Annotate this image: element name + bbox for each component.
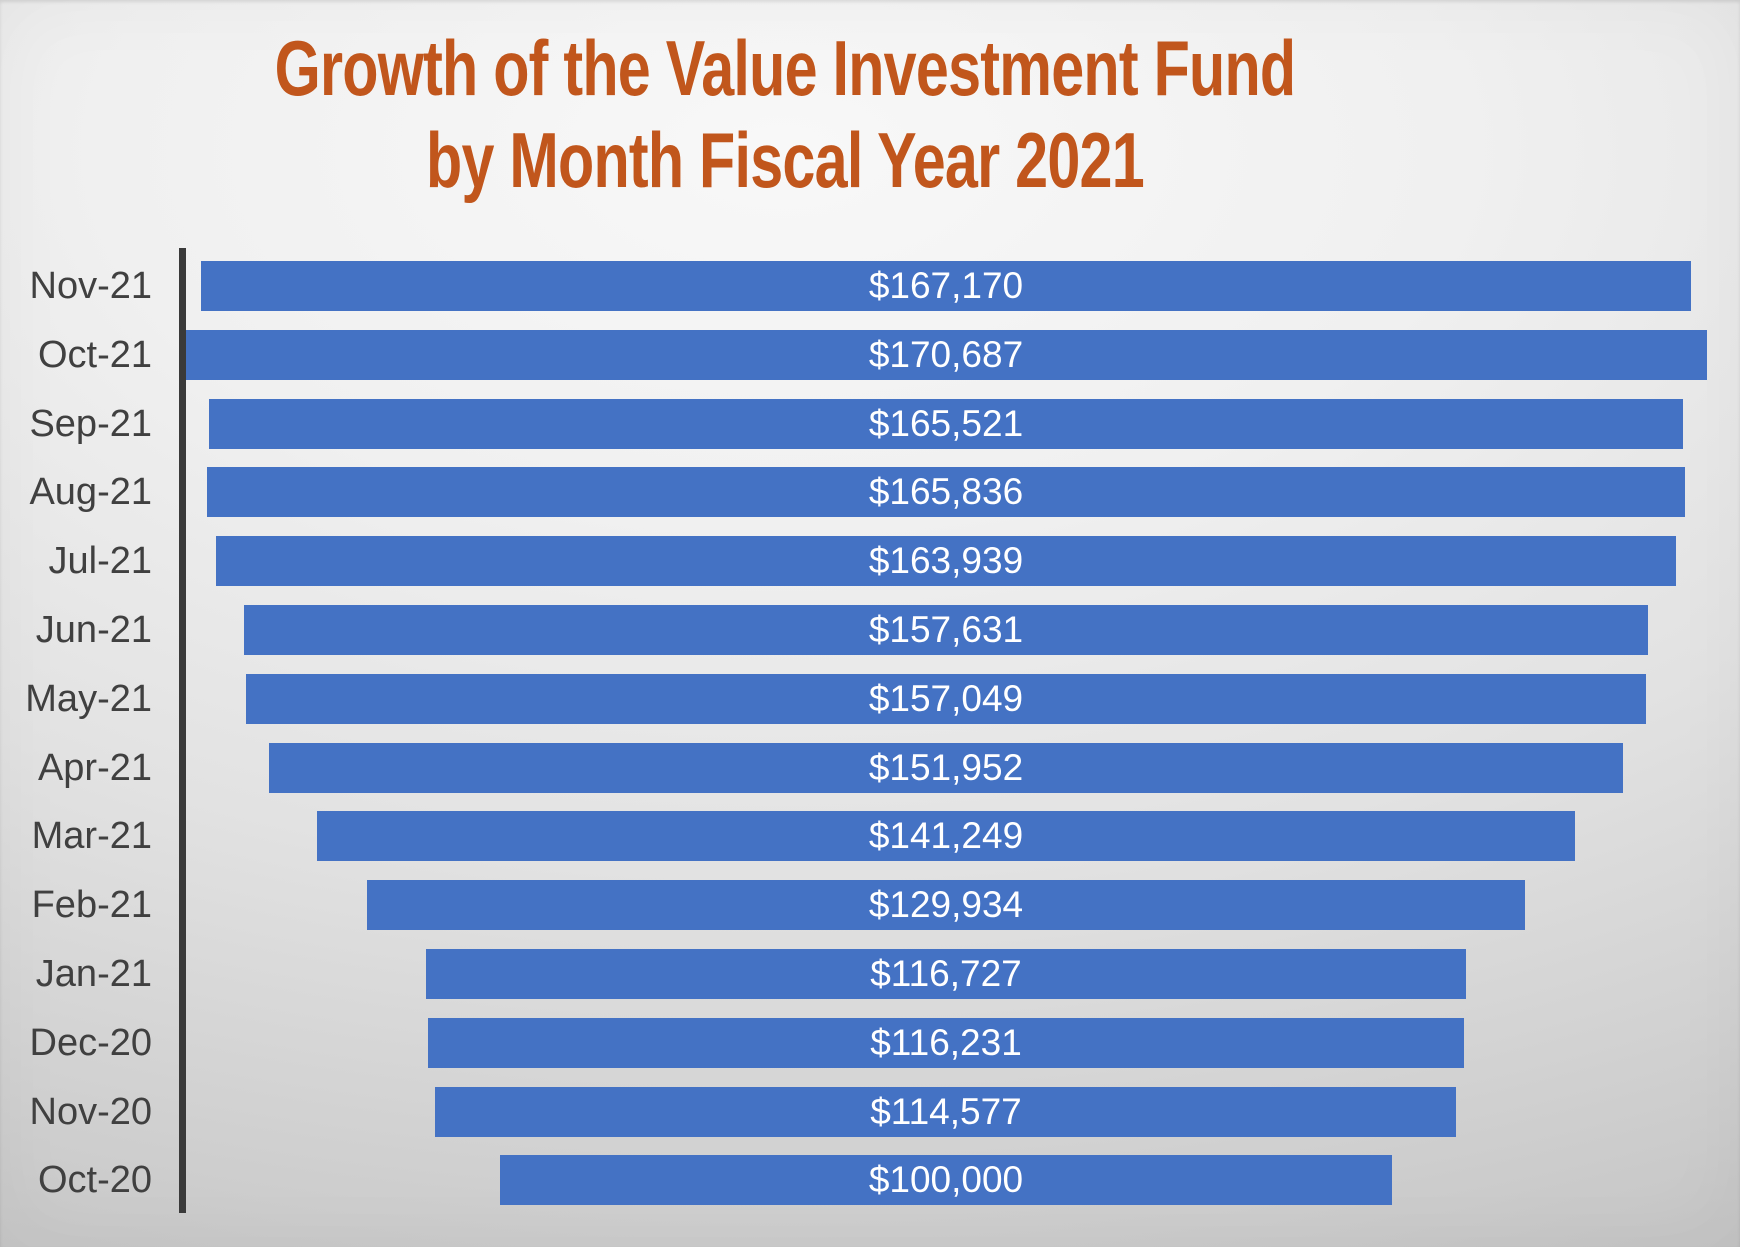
table-row: May-21 $157,049 (0, 673, 1740, 724)
table-row: Apr-21 $151,952 (0, 742, 1740, 793)
bar-aug-21: $165,836 (207, 467, 1685, 518)
category-label: Jul-21 (48, 540, 153, 583)
value-label: $157,631 (868, 609, 1024, 650)
table-row: Jan-21 $116,727 (0, 949, 1740, 999)
category-label: May-21 (25, 677, 152, 720)
value-label: $151,952 (868, 746, 1024, 788)
chart-title-line-1: Growth of the Value Investment Fund (274, 24, 1297, 112)
category-label: Apr-21 (37, 746, 152, 789)
value-label: $141,249 (868, 815, 1024, 857)
table-row: Nov-21 $167,170 (0, 261, 1740, 311)
bar-oct-20: $100,000 (500, 1155, 1392, 1206)
bar-apr-21: $151,952 (268, 742, 1624, 793)
value-label: $116,231 (870, 1021, 1022, 1063)
value-label: $157,049 (868, 677, 1024, 719)
category-label: Mar-21 (31, 815, 152, 858)
value-label: $167,170 (868, 265, 1024, 306)
category-axis-line (179, 248, 186, 1213)
chart-title-line-2: by Month Fiscal Year 2021 (426, 116, 1145, 204)
table-row: Sep-21 $165,521 (0, 398, 1740, 449)
value-label: $165,836 (868, 471, 1024, 513)
category-label: Aug-21 (29, 471, 152, 514)
value-label: $170,687 (868, 333, 1024, 375)
bar-jun-21: $157,631 (243, 605, 1649, 655)
value-label: $116,727 (870, 953, 1022, 994)
category-label: Oct-21 (37, 333, 152, 376)
value-label: $129,934 (868, 884, 1024, 926)
value-label: $163,939 (868, 540, 1024, 582)
category-label: Jun-21 (35, 609, 152, 651)
bar-oct-21: $170,687 (185, 329, 1707, 380)
category-label: Nov-20 (29, 1090, 153, 1133)
table-row: Nov-20 $114,577 (0, 1086, 1740, 1137)
bar-sep-21: $165,521 (208, 398, 1684, 449)
category-label: Sep-21 (29, 402, 152, 445)
bar-nov-20: $114,577 (435, 1086, 1457, 1137)
table-row: Mar-21 $141,249 (0, 811, 1740, 862)
bar-may-21: $157,049 (246, 673, 1646, 724)
category-label: Dec-20 (29, 1021, 153, 1064)
table-row: Aug-21 $165,836 (0, 467, 1740, 518)
category-label: Nov-21 (29, 265, 153, 307)
bar-feb-21: $129,934 (367, 880, 1525, 931)
table-row: Oct-21 $170,687 (0, 329, 1740, 380)
value-label: $114,577 (870, 1090, 1022, 1132)
chart-title: Growth of the Value Investment Fund by M… (0, 22, 1570, 206)
category-label: Feb-21 (31, 884, 152, 927)
table-row: Oct-20 $100,000 (0, 1155, 1740, 1206)
category-label: Jan-21 (35, 953, 152, 995)
table-row: Jun-21 $157,631 (0, 605, 1740, 655)
table-row: Feb-21 $129,934 (0, 880, 1740, 931)
plot-area: Nov-21 $167,170 Oct-21 $170,687 Sep-21 $165,5… (0, 261, 1740, 1206)
bar-dec-20: $116,231 (428, 1017, 1464, 1068)
bar-jul-21: $163,939 (215, 536, 1677, 587)
bar-mar-21: $141,249 (316, 811, 1576, 862)
value-label: $165,521 (868, 402, 1024, 444)
category-label: Oct-20 (37, 1159, 152, 1202)
bar-nov-21: $167,170 (201, 261, 1691, 311)
table-row: Jul-21 $163,939 (0, 536, 1740, 587)
table-row: Dec-20 $116,231 (0, 1017, 1740, 1068)
value-label: $100,000 (868, 1159, 1024, 1201)
bar-jan-21: $116,727 (425, 949, 1467, 999)
